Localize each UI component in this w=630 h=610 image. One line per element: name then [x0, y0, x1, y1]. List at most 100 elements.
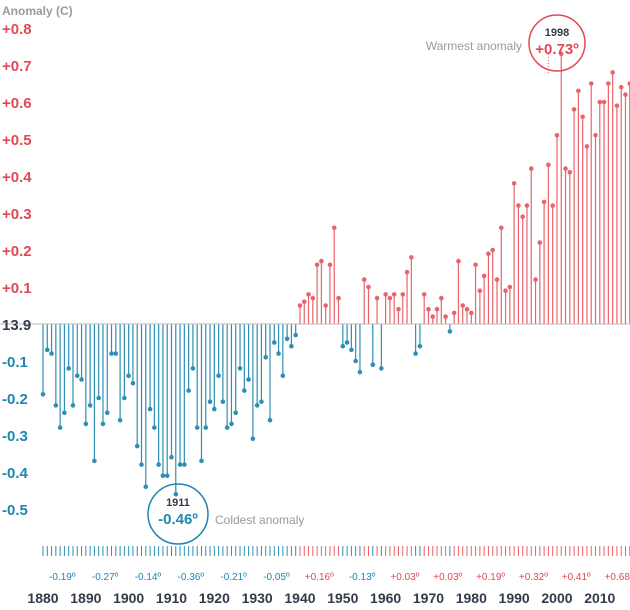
point-1896[interactable] — [109, 351, 114, 356]
point-1885[interactable] — [62, 410, 67, 416]
point-2017[interactable] — [627, 81, 630, 86]
point-1963[interactable] — [396, 306, 401, 312]
point-1954[interactable] — [357, 369, 363, 375]
point-1891[interactable] — [87, 403, 93, 408]
point-1948[interactable] — [331, 225, 337, 231]
point-2006[interactable] — [580, 114, 585, 120]
point-1925[interactable] — [233, 410, 239, 416]
point-1993[interactable] — [524, 203, 530, 208]
point-1888[interactable] — [74, 373, 80, 379]
point-1893[interactable] — [96, 395, 101, 401]
point-1978[interactable] — [460, 303, 466, 308]
point-1920[interactable] — [212, 406, 217, 412]
point-1967[interactable] — [413, 351, 418, 356]
point-1881[interactable] — [44, 347, 50, 353]
point-1934[interactable] — [271, 340, 277, 345]
point-1943[interactable] — [310, 295, 316, 301]
point-1945[interactable] — [319, 258, 324, 264]
point-1892[interactable] — [92, 458, 97, 464]
point-1924[interactable] — [229, 421, 234, 427]
point-2004[interactable] — [571, 107, 577, 112]
point-1931[interactable] — [259, 399, 264, 405]
point-1958[interactable] — [374, 295, 380, 301]
point-1970[interactable] — [426, 306, 431, 312]
point-1990[interactable] — [511, 181, 517, 186]
point-1937[interactable] — [284, 336, 290, 342]
point-1922[interactable] — [220, 399, 226, 405]
point-1932[interactable] — [263, 355, 269, 360]
point-1973[interactable] — [439, 295, 444, 301]
point-1992[interactable] — [520, 214, 525, 219]
point-1947[interactable] — [327, 262, 333, 268]
point-1883[interactable] — [53, 403, 59, 408]
point-1905[interactable] — [147, 406, 153, 412]
point-1921[interactable] — [216, 373, 221, 379]
point-1942[interactable] — [306, 292, 311, 297]
point-1900[interactable] — [126, 373, 131, 379]
point-1952[interactable] — [349, 347, 354, 353]
point-1996[interactable] — [537, 240, 543, 245]
point-1917[interactable] — [199, 458, 204, 464]
point-2005[interactable] — [576, 88, 581, 94]
point-1895[interactable] — [104, 410, 110, 416]
point-1986[interactable] — [494, 277, 500, 282]
point-1977[interactable] — [456, 258, 461, 264]
point-1914[interactable] — [186, 388, 191, 393]
point-1904[interactable] — [143, 484, 149, 490]
point-1964[interactable] — [400, 292, 406, 297]
point-2011[interactable] — [601, 99, 607, 105]
point-2001[interactable] — [558, 51, 564, 57]
point-1912[interactable] — [177, 462, 183, 467]
point-1910[interactable] — [169, 454, 174, 460]
point-1935[interactable] — [276, 351, 281, 356]
point-1939[interactable] — [293, 332, 298, 338]
point-1985[interactable] — [490, 247, 496, 253]
point-1962[interactable] — [391, 292, 397, 297]
point-1913[interactable] — [182, 462, 187, 467]
point-2009[interactable] — [593, 133, 598, 138]
point-1928[interactable] — [246, 377, 251, 382]
point-1983[interactable] — [481, 273, 487, 279]
point-1899[interactable] — [122, 395, 127, 401]
point-2010[interactable] — [597, 99, 603, 105]
point-1960[interactable] — [383, 292, 388, 297]
point-1959[interactable] — [379, 366, 384, 371]
point-1919[interactable] — [207, 399, 213, 405]
point-1984[interactable] — [486, 251, 491, 256]
point-1971[interactable] — [430, 314, 436, 319]
point-1953[interactable] — [353, 358, 358, 364]
point-1956[interactable] — [366, 284, 371, 290]
point-2007[interactable] — [584, 144, 590, 149]
point-1941[interactable] — [301, 299, 307, 305]
point-1940[interactable] — [297, 303, 303, 308]
point-1923[interactable] — [224, 425, 230, 430]
point-1884[interactable] — [57, 425, 63, 430]
point-1994[interactable] — [528, 166, 534, 171]
point-1938[interactable] — [289, 343, 294, 349]
point-1961[interactable] — [387, 295, 393, 301]
point-1968[interactable] — [417, 343, 423, 349]
point-1988[interactable] — [503, 288, 508, 294]
point-1930[interactable] — [254, 403, 260, 408]
point-1987[interactable] — [498, 225, 504, 231]
point-1897[interactable] — [113, 351, 119, 356]
point-1951[interactable] — [344, 340, 350, 345]
point-1936[interactable] — [280, 373, 286, 379]
point-2003[interactable] — [567, 170, 573, 175]
point-1997[interactable] — [541, 199, 547, 205]
point-1998[interactable] — [546, 162, 551, 168]
point-1946[interactable] — [323, 303, 328, 308]
point-1979[interactable] — [464, 306, 470, 312]
point-2012[interactable] — [606, 81, 611, 86]
point-1972[interactable] — [434, 306, 440, 312]
point-1903[interactable] — [139, 462, 144, 467]
point-1969[interactable] — [421, 292, 427, 297]
point-1909[interactable] — [164, 473, 170, 479]
point-1974[interactable] — [443, 314, 448, 319]
point-1965[interactable] — [404, 269, 410, 275]
point-1975[interactable] — [447, 329, 453, 334]
point-1991[interactable] — [516, 203, 521, 208]
point-1886[interactable] — [66, 366, 71, 371]
point-2008[interactable] — [588, 81, 594, 86]
point-1933[interactable] — [267, 417, 273, 423]
